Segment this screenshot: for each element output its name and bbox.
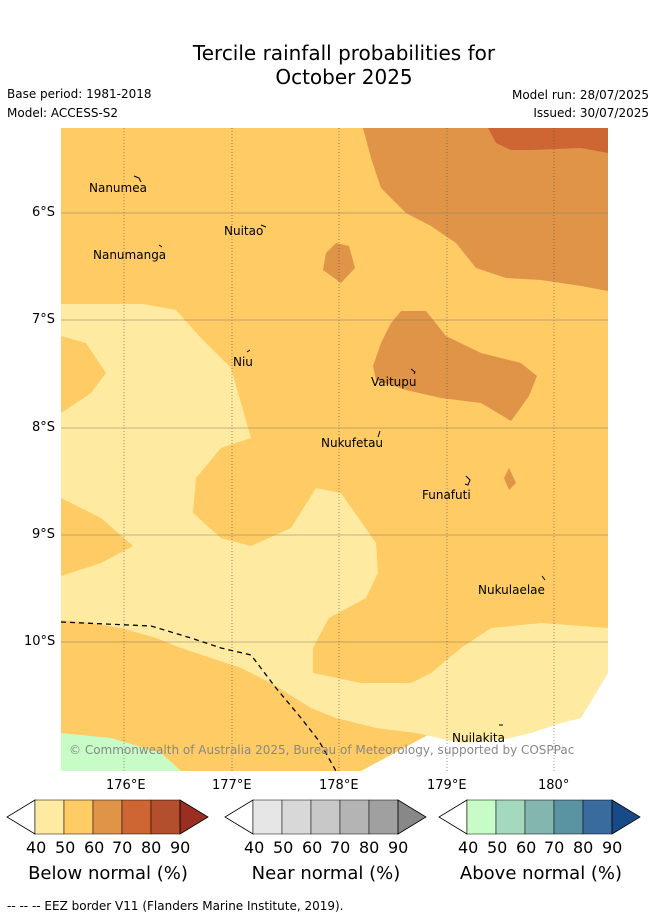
lat-label-6s: 6°S <box>32 205 56 220</box>
tick-label: 40 <box>26 838 47 857</box>
colorbar-segment <box>121 799 152 835</box>
base-period: Base period: 1981-2018 <box>7 87 152 101</box>
colorbar-segment <box>310 799 341 835</box>
island-label: Nanumea <box>89 181 147 195</box>
island-outlines <box>133 175 546 726</box>
model-run: Model run: 28/07/2025 <box>511 88 649 102</box>
region-below-70-80 <box>488 128 608 153</box>
colorbar-near-label: Near normal (%) <box>251 863 401 884</box>
island-label: Funafuti <box>422 488 471 502</box>
colorbar-segment <box>281 799 312 835</box>
tick-label: 60 <box>84 838 105 857</box>
region-above-40-50 <box>61 733 181 771</box>
colorbar-segment <box>252 799 283 835</box>
lat-label-10s: 10°S <box>24 634 56 649</box>
island-label: Niu <box>233 355 253 369</box>
island-label: Vaitupu <box>371 375 417 389</box>
tick-label: 60 <box>302 838 323 857</box>
tick-label: 50 <box>55 838 76 857</box>
tick-label: 90 <box>388 838 409 857</box>
island-label: Nanumanga <box>93 248 167 262</box>
colorbar-segment <box>524 799 555 835</box>
region-below-60-70-dot <box>504 468 516 490</box>
tick-label: 50 <box>273 838 294 857</box>
colorbar-below-label: Below normal (%) <box>28 863 188 884</box>
colorbar-segment <box>92 799 123 835</box>
colorbar-segment <box>339 799 370 835</box>
colorbar-min-extend <box>438 799 468 835</box>
colorbar-segment <box>368 799 399 835</box>
island-label: Nukulaelae <box>478 583 545 597</box>
colorbar-above-label: Above normal (%) <box>459 863 623 884</box>
colorbar-min-extend <box>6 799 36 835</box>
island-label: Nuilakita <box>452 731 505 745</box>
colorbar-segment <box>495 799 526 835</box>
colorbar-min-extend <box>224 799 254 835</box>
lon-label-176e: 176°E <box>106 778 146 793</box>
tick-label: 40 <box>244 838 265 857</box>
lat-label-7s: 7°S <box>32 312 56 327</box>
colorbar-segment <box>466 799 497 835</box>
tick-label: 90 <box>602 838 623 857</box>
island-label: Nukufetau <box>321 436 384 450</box>
tick-label: 70 <box>112 838 133 857</box>
colorbars <box>6 799 641 835</box>
region-below-60-70-north <box>363 128 608 291</box>
region-below-60-70-east <box>373 311 537 421</box>
lon-label-180: 180° <box>538 778 570 793</box>
colorbar-near <box>224 799 427 835</box>
copyright-notice: © Commonwealth of Australia 2025, Bureau… <box>69 743 575 757</box>
colorbar-max-extend <box>179 799 209 835</box>
lat-label-9s: 9°S <box>32 527 56 542</box>
tick-label: 60 <box>516 838 537 857</box>
region-below-50-60-southwest <box>61 498 133 576</box>
tick-label: 80 <box>573 838 594 857</box>
graticule <box>123 128 555 771</box>
lon-label-178e: 178°E <box>319 778 359 793</box>
colorbar-above <box>438 799 641 835</box>
colorbar-segment <box>150 799 181 835</box>
eez-legend-footer: -- -- -- EEZ border V11 (Flanders Marine… <box>7 899 344 913</box>
map-title-line1: Tercile rainfall probabilities for <box>192 41 496 65</box>
region-below-40-50 <box>61 304 608 743</box>
colorbar-segment <box>63 799 94 835</box>
colorbar-max-extend <box>397 799 427 835</box>
tick-label: 50 <box>487 838 508 857</box>
model-name: Model: ACCESS-S2 <box>7 106 119 120</box>
colorbar-segment <box>34 799 65 835</box>
latitude-lines <box>61 212 608 643</box>
island-label: Nuitao <box>224 224 264 238</box>
lon-label-177e: 177°E <box>212 778 252 793</box>
tick-label: 80 <box>359 838 380 857</box>
colorbar-segment <box>582 799 613 835</box>
map-title-line2: October 2025 <box>275 65 413 89</box>
colorbar-max-extend <box>611 799 641 835</box>
tick-label: 80 <box>141 838 162 857</box>
lon-label-179e: 179°E <box>427 778 467 793</box>
forecast-map <box>61 128 608 771</box>
region-no-data <box>361 668 608 771</box>
lat-label-8s: 8°S <box>32 420 56 435</box>
region-below-50-60-west <box>61 336 106 413</box>
issued-date: Issued: 30/07/2025 <box>533 106 649 120</box>
tick-label: 70 <box>544 838 565 857</box>
tick-label: 90 <box>170 838 191 857</box>
colorbar-segment <box>553 799 584 835</box>
tick-label: 70 <box>330 838 351 857</box>
tick-label: 40 <box>458 838 479 857</box>
colorbar-below <box>6 799 209 835</box>
